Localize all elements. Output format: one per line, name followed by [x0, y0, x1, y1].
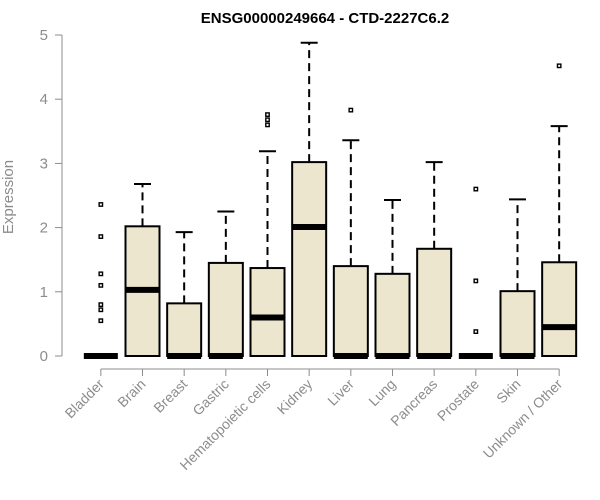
- box-brain: [124, 182, 161, 357]
- box-rect: [541, 261, 578, 358]
- box-gastric: [207, 210, 244, 359]
- y-tick-label: 1: [40, 284, 48, 301]
- x-tick-label: Liver: [324, 376, 357, 409]
- x-tick-label: Prostate: [434, 376, 482, 424]
- y-axis-label: Expression: [0, 160, 17, 234]
- box-liver: [332, 107, 369, 359]
- box-kidney: [291, 41, 328, 357]
- x-tick-label: Brain: [114, 376, 148, 410]
- outlier-point: [98, 318, 104, 324]
- outlier-point: [348, 107, 354, 113]
- outlier-point: [556, 63, 562, 69]
- box-unknown-other: [541, 63, 578, 358]
- y-tick-label: 5: [40, 27, 48, 44]
- chart-title: ENSG00000249664 - CTD-2227C6.2: [201, 10, 449, 27]
- box-rect: [374, 272, 411, 358]
- box-hematopoietic-cells: [249, 112, 286, 357]
- box-rect: [207, 261, 244, 357]
- x-tick-label: Kidney: [274, 376, 316, 418]
- box-prostate: [458, 186, 493, 359]
- x-tick-label: Unknown / Other: [480, 376, 566, 462]
- outlier-point: [98, 307, 104, 313]
- x-tick-label: Breast: [150, 376, 190, 416]
- outlier-point: [98, 302, 104, 308]
- boxes: [83, 41, 578, 359]
- outlier-point: [98, 282, 104, 288]
- y-tick-label: 0: [40, 348, 48, 365]
- y-tick-label: 3: [40, 155, 48, 172]
- outlier-point: [473, 329, 479, 335]
- box-pancreas: [416, 161, 453, 359]
- x-tick-label: Bladder: [62, 376, 108, 422]
- outlier-point: [98, 234, 104, 239]
- box-breast: [166, 231, 203, 359]
- outlier-point: [265, 122, 270, 128]
- outlier-point: [98, 202, 104, 207]
- outlier-point: [265, 112, 270, 118]
- outlier-point: [473, 186, 479, 192]
- x-tick-label: Skin: [493, 376, 524, 407]
- box-rect: [249, 267, 286, 357]
- box-rect: [332, 265, 369, 357]
- box-skin: [499, 198, 536, 359]
- y-tick-label: 2: [40, 220, 48, 237]
- box-rect: [166, 302, 203, 357]
- outlier-point: [473, 278, 479, 284]
- x-tick-label: Lung: [365, 376, 398, 409]
- y-axis: 0 1 2 3 4 5: [40, 27, 63, 365]
- outlier-point: [98, 271, 104, 277]
- outlier-point: [265, 117, 270, 123]
- box-lung: [374, 198, 411, 359]
- box-rect: [499, 290, 536, 357]
- box-bladder: [83, 202, 118, 359]
- box-rect: [291, 161, 328, 357]
- y-tick-label: 4: [40, 91, 48, 108]
- box-rect: [416, 247, 453, 357]
